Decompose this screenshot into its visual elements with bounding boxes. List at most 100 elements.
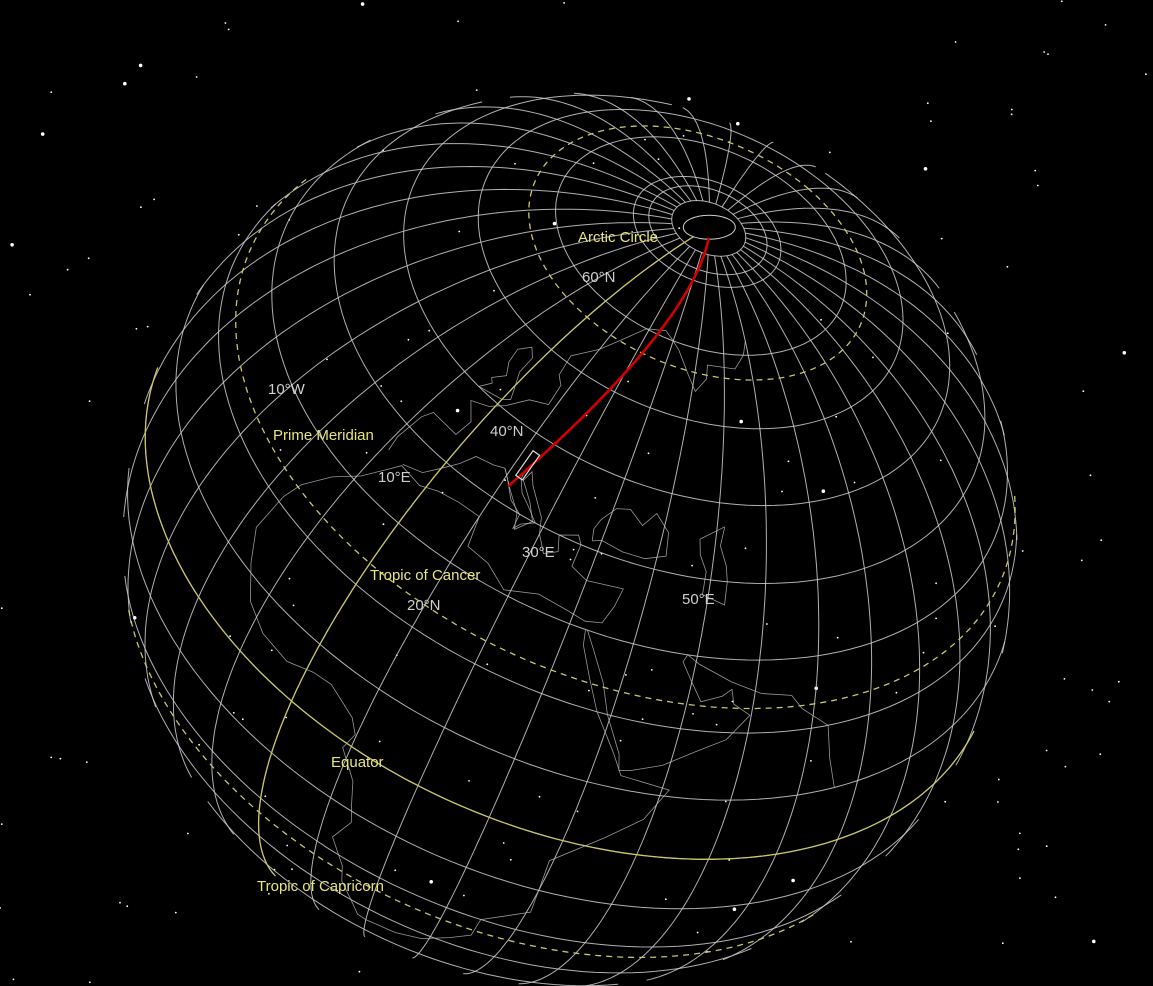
star: [728, 859, 731, 861]
track-path: [507, 237, 711, 488]
star: [291, 868, 293, 871]
star: [787, 460, 790, 463]
star: [678, 227, 681, 230]
star: [504, 479, 506, 482]
star: [256, 205, 258, 207]
star: [378, 740, 381, 743]
star: [835, 415, 838, 418]
star: [268, 892, 270, 895]
star: [644, 138, 646, 141]
meridian-line: [518, 255, 725, 985]
star: [237, 233, 240, 236]
star: [365, 451, 368, 454]
star: [872, 356, 874, 359]
star: [1010, 113, 1013, 116]
prime-meridian-line: [257, 229, 705, 877]
star: [227, 28, 230, 31]
meridian-line: [745, 237, 1018, 541]
star: [850, 940, 852, 943]
star: [29, 293, 31, 296]
star: [1043, 51, 1045, 53]
star: [1100, 539, 1103, 542]
star: [682, 135, 685, 137]
parallel-line: [124, 575, 842, 948]
star: [625, 674, 627, 676]
parallel-line: [555, 136, 847, 356]
star: [195, 76, 198, 78]
meridian-line: [646, 255, 820, 981]
meridian-line: [744, 241, 1011, 654]
star: [1034, 169, 1037, 172]
star: [576, 810, 579, 813]
star: [1063, 678, 1066, 680]
star: [326, 358, 328, 361]
star: [895, 691, 898, 694]
star: [994, 625, 996, 628]
star: [1001, 942, 1004, 945]
star: [146, 325, 149, 328]
star: [696, 931, 699, 934]
star: [687, 97, 691, 101]
star: [458, 230, 461, 233]
star: [657, 158, 660, 161]
star: [400, 400, 403, 403]
star: [85, 761, 88, 763]
star: [358, 970, 361, 973]
star: [691, 564, 693, 567]
star: [946, 332, 949, 335]
meridian-line: [509, 96, 692, 202]
star: [502, 842, 505, 844]
meridian-line: [745, 232, 1005, 436]
star: [232, 711, 235, 714]
coastline: [591, 508, 670, 560]
parallel-line: [271, 139, 1008, 661]
meridian-line: [270, 143, 678, 209]
star: [940, 237, 943, 240]
star: [138, 63, 143, 68]
star: [1104, 24, 1107, 26]
star: [1082, 390, 1085, 393]
meridian-line: [631, 96, 704, 202]
star: [563, 2, 565, 4]
star: [123, 81, 127, 86]
star: [0, 823, 3, 825]
meridian-line: [412, 252, 703, 959]
star: [1036, 184, 1039, 187]
star: [664, 898, 667, 901]
star: [1019, 877, 1021, 879]
star: [88, 400, 91, 402]
star: [1006, 265, 1009, 268]
coastline: [587, 630, 835, 788]
star: [174, 911, 177, 914]
star: [954, 41, 957, 43]
parallel-line: [144, 372, 973, 860]
star: [40, 132, 45, 136]
meridian-line: [143, 188, 673, 405]
graticule: [123, 92, 1018, 986]
tropic-of-cancer-line: [235, 178, 1016, 710]
pole-cap: [682, 214, 736, 240]
star: [1018, 832, 1021, 835]
meridian-line: [737, 207, 900, 239]
star: [650, 669, 653, 671]
star: [59, 757, 62, 760]
star: [1122, 351, 1127, 355]
star: [1108, 700, 1111, 703]
meridian-line: [310, 246, 691, 910]
star: [1047, 53, 1049, 55]
coastlines: [249, 328, 835, 940]
star: [810, 760, 812, 762]
flight-track: [507, 237, 711, 488]
meridian-line: [743, 227, 978, 356]
star: [1080, 559, 1083, 562]
aircraft-marker-icon: [514, 449, 541, 481]
star: [1010, 108, 1013, 111]
star: [279, 449, 282, 451]
star: [0, 907, 1, 909]
parallel-line: [207, 801, 619, 986]
star: [224, 22, 227, 24]
star: [429, 880, 434, 884]
star: [394, 869, 397, 872]
